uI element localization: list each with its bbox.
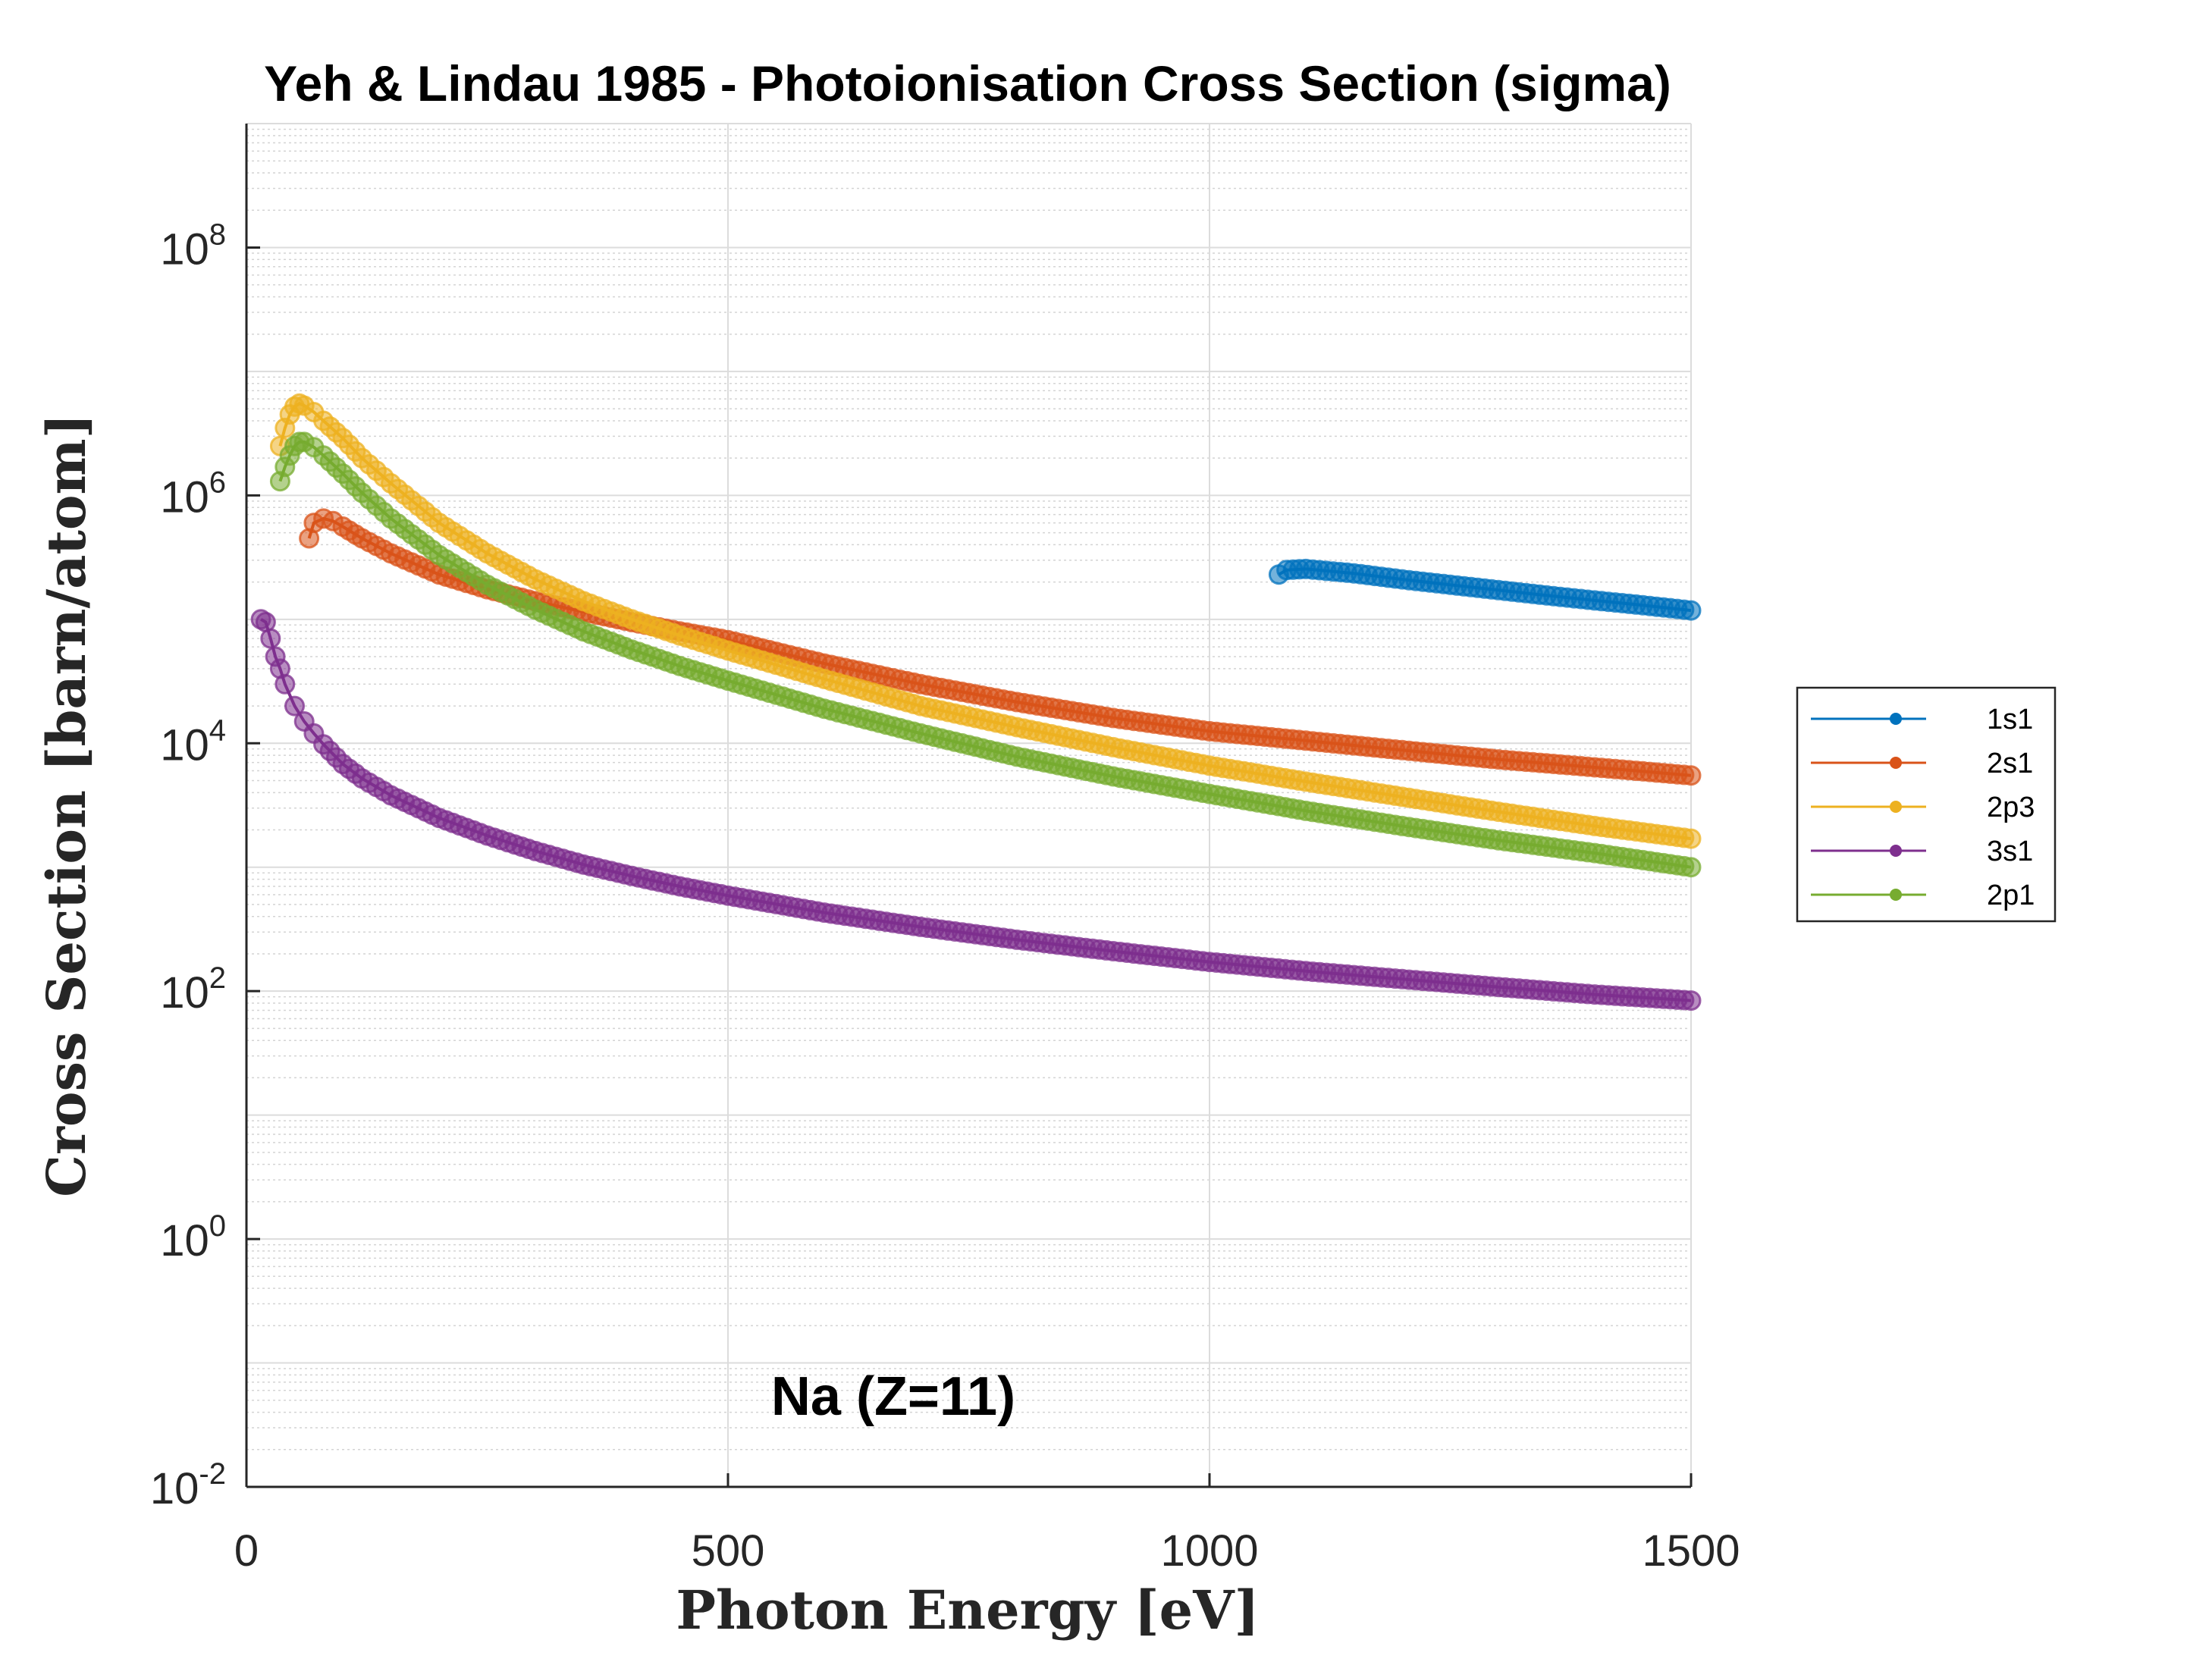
y-tick-label: 100 — [160, 1209, 226, 1265]
data-point — [260, 628, 281, 649]
series-1s1 — [1268, 558, 1702, 621]
data-point — [1680, 857, 1702, 878]
legend-label: 2s1 — [1987, 748, 2033, 779]
x-tick-label: 500 — [692, 1526, 765, 1576]
y-tick-label: 108 — [160, 218, 226, 274]
legend-box — [1796, 686, 2057, 923]
y-tick-label: 106 — [160, 466, 226, 522]
legend-marker — [1890, 713, 1902, 725]
legend-label: 3s1 — [1987, 836, 2033, 867]
x-tick-label: 1500 — [1642, 1526, 1740, 1576]
data-point — [1680, 990, 1702, 1011]
x-tick-label: 1000 — [1160, 1526, 1258, 1576]
legend-item-2p1: 2p1 — [1811, 880, 2035, 911]
legend-marker — [1890, 801, 1902, 813]
legend: 1s1 2s1 2p3 3s1 2p1 — [1796, 686, 2057, 923]
data-point — [1680, 765, 1702, 786]
legend-label: 1s1 — [1987, 704, 2033, 735]
y-tick-labels: 10-2 100 102 104 106 108 — [150, 218, 260, 1513]
chart-title: Yeh & Lindau 1985 - Photoionisation Cros… — [264, 55, 1671, 111]
data-point — [275, 673, 296, 695]
legend-marker — [1890, 757, 1902, 769]
data-point — [1680, 828, 1702, 849]
x-tick-label: 0 — [234, 1526, 259, 1576]
legend-marker — [1890, 889, 1902, 901]
legend-item-3s1: 3s1 — [1811, 836, 2033, 867]
legend-label: 2p1 — [1987, 880, 2035, 911]
series-3s1 — [250, 609, 1702, 1011]
legend-marker — [1890, 845, 1902, 857]
series-2p1 — [269, 431, 1702, 878]
series-2p3 — [269, 393, 1702, 849]
y-tick-label: 104 — [160, 713, 226, 770]
y-tick-label: 10-2 — [150, 1457, 226, 1513]
series-layer — [250, 393, 1702, 1011]
legend-item-2s1: 2s1 — [1811, 748, 2033, 779]
legend-item-1s1: 1s1 — [1811, 704, 2033, 735]
legend-item-2p3: 2p3 — [1811, 792, 2035, 823]
legend-label: 2p3 — [1987, 792, 2035, 823]
data-point — [284, 695, 305, 717]
x-tick-labels: 0 500 1000 1500 — [234, 1473, 1740, 1576]
y-axis-label: Cross Section [barn/atom] — [35, 413, 98, 1196]
x-axis-label: Photon Energy [eV] — [676, 1579, 1259, 1642]
element-annotation: Na (Z=11) — [771, 1366, 1015, 1427]
y-tick-label: 102 — [160, 961, 226, 1018]
data-point — [1680, 600, 1702, 621]
